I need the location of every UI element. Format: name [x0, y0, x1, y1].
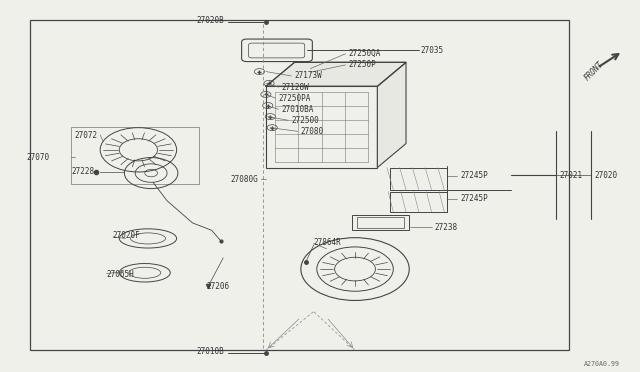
Polygon shape — [378, 62, 406, 167]
Text: A270A0.99: A270A0.99 — [584, 361, 620, 367]
Text: 27070: 27070 — [27, 153, 50, 162]
Text: 27080G: 27080G — [231, 175, 259, 184]
Polygon shape — [266, 62, 406, 86]
Bar — [352, 215, 409, 230]
Bar — [72, 127, 199, 184]
Text: 27250QA: 27250QA — [349, 49, 381, 58]
Bar — [357, 217, 404, 228]
Text: 27250P: 27250P — [349, 60, 376, 70]
Text: 27010B: 27010B — [196, 347, 225, 356]
Text: 27238: 27238 — [435, 223, 458, 232]
Text: FRONT: FRONT — [582, 60, 605, 83]
Text: 27128W: 27128W — [282, 83, 310, 92]
Text: 27021: 27021 — [559, 171, 582, 180]
Bar — [266, 86, 378, 167]
Text: 27080: 27080 — [301, 127, 324, 136]
Text: 27035: 27035 — [420, 46, 444, 55]
Text: 27010BA: 27010BA — [282, 105, 314, 114]
Bar — [390, 192, 447, 212]
Text: 27206: 27206 — [207, 282, 230, 291]
Text: 27065H: 27065H — [106, 270, 134, 279]
Text: 27020: 27020 — [594, 171, 617, 180]
Text: 27250PA: 27250PA — [278, 94, 311, 103]
Bar — [30, 20, 568, 350]
Bar — [390, 167, 447, 190]
Text: 27245P: 27245P — [460, 171, 488, 180]
Text: 27020B: 27020B — [196, 16, 225, 25]
Text: 27173W: 27173W — [294, 71, 323, 80]
Text: 27864R: 27864R — [314, 238, 341, 247]
Circle shape — [100, 128, 177, 172]
Text: 27020F: 27020F — [113, 231, 141, 240]
Text: 27228: 27228 — [72, 167, 95, 176]
Text: 272500: 272500 — [291, 116, 319, 125]
Text: 27245P: 27245P — [460, 195, 488, 203]
Text: 27072: 27072 — [75, 131, 98, 140]
